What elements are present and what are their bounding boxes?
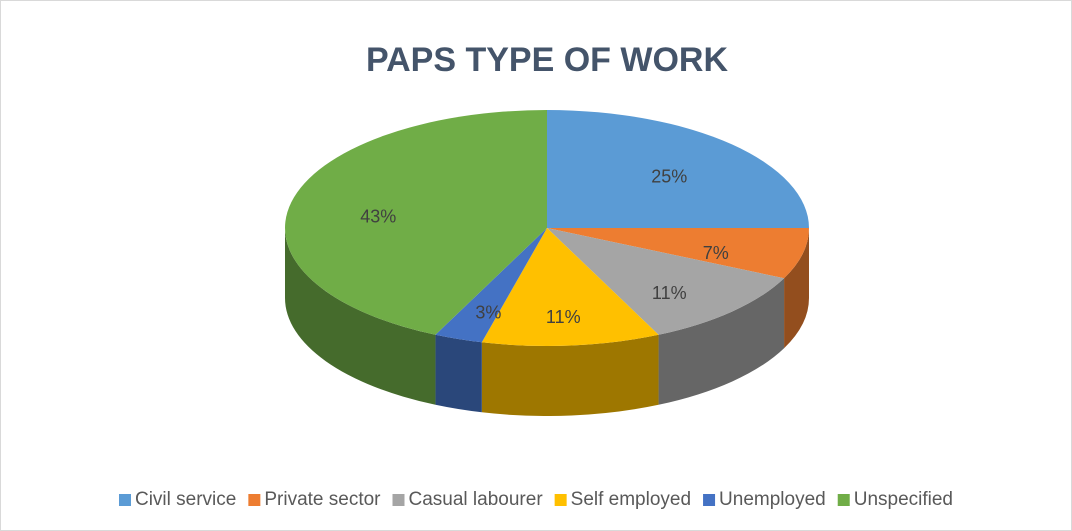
data-label: 43% <box>360 207 396 227</box>
legend-swatch <box>392 494 405 506</box>
data-label: 11% <box>546 307 581 327</box>
slice <box>481 228 659 346</box>
data-label: 11% <box>652 283 687 303</box>
slice-side <box>285 228 436 405</box>
slice-side <box>658 278 785 405</box>
slice <box>547 110 809 228</box>
slice <box>547 228 785 335</box>
legend-label: Unspecified <box>854 489 953 510</box>
legend-swatch <box>248 494 261 506</box>
slice <box>547 228 809 279</box>
data-label: 25% <box>651 166 687 186</box>
legend-swatch <box>837 494 850 506</box>
legend-label: Civil service <box>135 489 236 510</box>
slice-side <box>784 228 809 349</box>
legend-swatch <box>554 494 567 506</box>
legend-swatch <box>118 494 131 506</box>
legend-label: Private sector <box>264 489 381 510</box>
data-label: 7% <box>703 243 729 263</box>
legend-label: Self employed <box>571 489 691 510</box>
legend-label: Casual labourer <box>409 489 544 510</box>
slice <box>435 228 547 343</box>
legend: Civil service Private sector Casual labour… <box>118 489 953 510</box>
slice-side <box>435 334 482 413</box>
slice <box>284 110 547 335</box>
legend-label: Unemployed <box>719 489 826 510</box>
chart-title: PAPS TYPE OF WORK <box>366 41 729 79</box>
legend-swatch <box>703 494 716 506</box>
slice-side <box>481 334 659 416</box>
data-label: 3% <box>475 302 501 322</box>
